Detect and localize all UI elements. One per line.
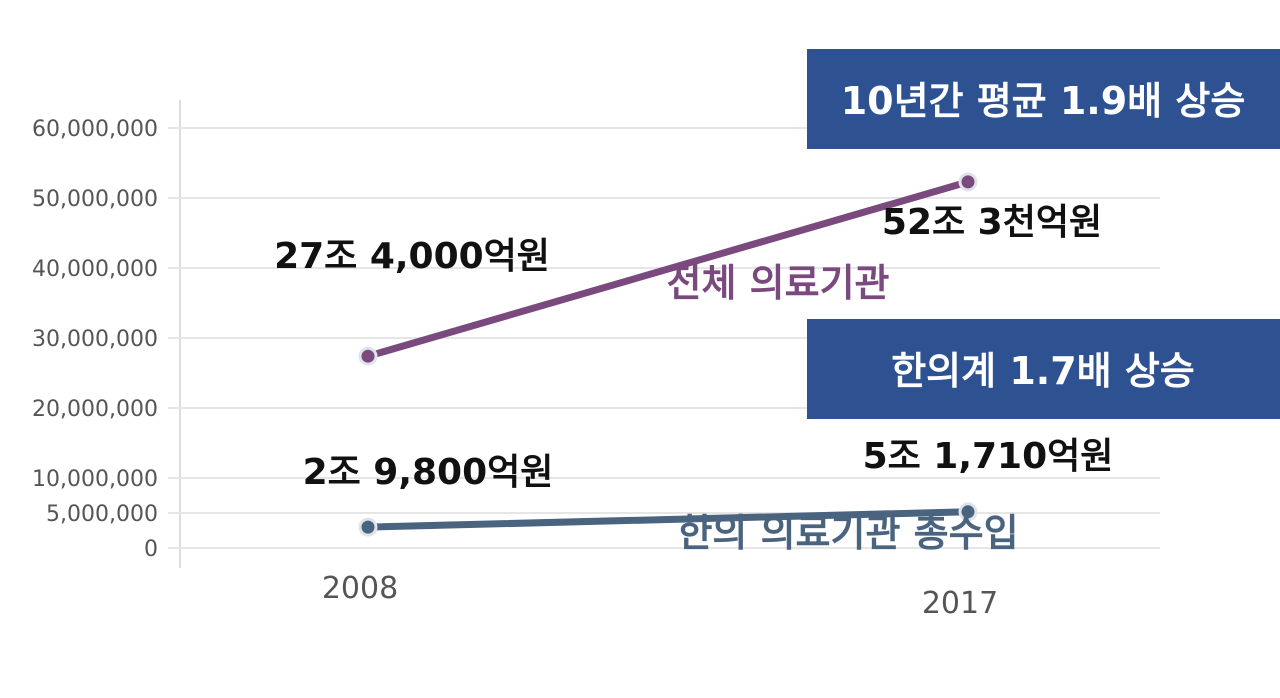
x-tick-label: 2017 [922, 586, 998, 621]
y-tick-label: 5,000,000 [46, 502, 158, 527]
data-label: 52조 3천억원 [882, 202, 1102, 243]
data-point [358, 346, 378, 366]
series-points [358, 172, 978, 537]
y-tick-label: 30,000,000 [32, 327, 158, 352]
data-labels: 27조 4,000억원 52조 3천억원 2조 9,800억원 5조 1,710억원 [274, 202, 1113, 493]
y-tick-label: 60,000,000 [32, 117, 158, 142]
y-tick-label: 10,000,000 [32, 467, 158, 492]
annotation-text: 10년간 평균 1.9배 상승 [841, 79, 1246, 123]
data-label: 5조 1,710억원 [863, 436, 1114, 477]
annotation-text: 한의계 1.7배 상승 [891, 349, 1195, 393]
y-tick-labels: 0 5,000,000 10,000,000 20,000,000 30,000,000… [32, 117, 158, 562]
series-lines [364, 178, 972, 531]
data-point [958, 502, 978, 522]
annotation-banner [807, 49, 1280, 149]
annotation-banner [807, 319, 1280, 419]
series-line [364, 508, 972, 531]
data-label: 27조 4,000억원 [274, 236, 550, 277]
x-tick-label: 2008 [322, 571, 398, 606]
data-label: 2조 9,800억원 [303, 452, 554, 493]
y-tick-label: 20,000,000 [32, 397, 158, 422]
series-line [364, 178, 972, 360]
series-label: 전체 의료기관 [667, 261, 890, 305]
series-label: 한의 의료기관 총수입 [677, 511, 1018, 555]
data-point [358, 517, 378, 537]
data-point [958, 172, 978, 192]
x-tick-labels: 2008 2017 [322, 571, 998, 621]
y-tick-label: 40,000,000 [32, 257, 158, 282]
y-tick-label: 0 [144, 537, 158, 562]
gridlines [168, 127, 1160, 549]
y-tick-label: 50,000,000 [32, 187, 158, 212]
